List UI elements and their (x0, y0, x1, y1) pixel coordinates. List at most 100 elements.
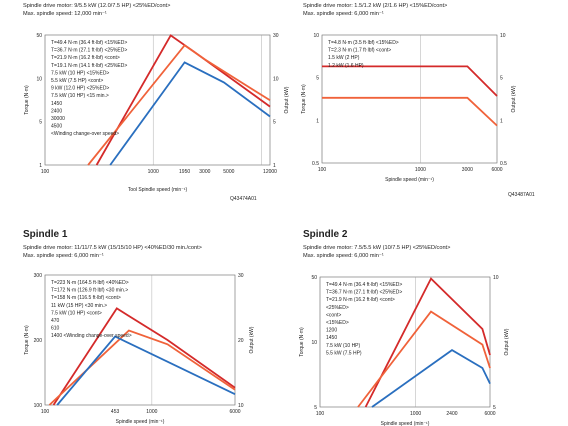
tool-annotation: T=49.4 N·m (36.4 ft·lbf) <15%ED> (51, 40, 127, 46)
tool-left-tick-label: 5 (39, 120, 42, 126)
tool-x-tick-label: 1000 (148, 169, 159, 175)
tool-motor-spec: Spindle drive motor: 9/5.5 kW (12.0/7.5 … (23, 3, 171, 9)
sp1-y-right-label: Output (kW) (249, 326, 255, 353)
tool-annotation: <Winding change-over speed> (51, 131, 119, 137)
sp2-annotation: 5.5 kW (7.5 HP) (326, 350, 362, 356)
sp1-left-tick-label: 200 (34, 338, 43, 344)
tool-x-tick-label: 1950 (179, 169, 190, 175)
mill-annotation: T=2.3 N·m (1.7 ft·lbf) <cont> (328, 48, 391, 54)
sp2-y-right-label: Output (kW) (504, 328, 510, 355)
sp2-annotation: 1200 (326, 328, 337, 334)
tool-max-speed: Max. spindle speed: 12,000 min⁻¹ (23, 11, 107, 17)
sp1-series-line (56, 335, 236, 406)
tool-series-line (87, 44, 271, 166)
spindle2-max-speed: Max. spindle speed: 6,000 min⁻¹ (303, 253, 384, 259)
sp1-annotation: T=158 N·m (116.5 ft·lbf) <cont> (51, 295, 121, 301)
tool-x-tick-label: 5000 (223, 169, 234, 175)
sp1-left-tick-label: 100 (34, 403, 43, 409)
tool-right-tick-label: 5 (273, 120, 276, 126)
sp2-annotation: T=36.7 N·m (27.1 ft·lbf) <25%ED> (326, 290, 402, 296)
sp2-annotation: 7.5 kW (10 HP) (326, 343, 361, 349)
mill-x-tick-label: 100 (318, 167, 327, 173)
mill-annotation: 1.2 kW (1.6 HP) (328, 63, 364, 69)
tool-annotation: 5.5 kW (7.5 HP) <cont> (51, 78, 103, 84)
mill-motor-spec: Spindle drive motor: 1.5/1.2 kW (2/1.6 H… (303, 3, 448, 9)
spindle1-title: Spindle 1 (23, 229, 68, 240)
sp2-x-tick-label: 2400 (446, 411, 457, 417)
mill-right-tick-label: 5 (500, 76, 503, 82)
spindle2-title: Spindle 2 (303, 229, 348, 240)
tool-annotation: 2400 (51, 108, 62, 114)
tool-annotation: 30000 (51, 116, 65, 122)
sp2-annotation: <25%ED> (326, 305, 349, 311)
sp1-series-line (52, 307, 236, 406)
sp2-annotation: T=21.9 N·m (16.2 ft·lbf) <cont> (326, 297, 395, 303)
tool-annotation: 4500 (51, 124, 62, 130)
sp2-right-tick-label: 10 (493, 275, 499, 281)
mill-right-tick-label: 0.5 (500, 161, 507, 167)
mill-annotation: 1.5 kW (2 HP) (328, 55, 360, 61)
tool-left-tick-label: 1 (39, 163, 42, 169)
sp2-series-line (364, 277, 491, 408)
tool-right-tick-label: 10 (273, 76, 279, 82)
mill-left-tick-label: 5 (316, 76, 319, 82)
sp1-x-tick-label: 6000 (229, 409, 240, 415)
sp1-x-tick-label: 453 (111, 409, 120, 415)
sp2-left-tick-label: 50 (311, 275, 317, 281)
tool-series-line (109, 61, 271, 166)
mill-series-line (322, 65, 498, 97)
tool-y-left-label: Torque (N·m) (24, 85, 30, 115)
tool-left-tick-label: 50 (36, 33, 42, 39)
tool-x-axis-label: Tool Spindle speed (min⁻¹) (128, 187, 188, 193)
tool-annotation: 1450 (51, 101, 62, 107)
spindle2-motor-spec: Spindle drive motor: 7.5/5.5 kW (10/7.5 … (303, 245, 451, 251)
sp2-annotation: 1450 (326, 335, 337, 341)
sp1-annotation: 610 (51, 326, 60, 332)
sp1-right-tick-label: 10 (238, 403, 244, 409)
sp1-left-tick-label: 300 (34, 273, 43, 279)
mill-x-axis-label: Spindle speed (min⁻¹) (385, 177, 434, 183)
sp2-y-left-label: Torque (N·m) (299, 327, 305, 357)
mill-annotation: T=4.8 N·m (3.5 ft·lbf) <15%ED> (328, 40, 399, 46)
mill-right-tick-label: 10 (500, 33, 506, 39)
tool-annotation: 7.5 kW (10 HP) <15%ED> (51, 70, 109, 76)
sp1-annotation: T=172 N·m (126.9 ft·lbf) <30 min.> (51, 288, 128, 294)
sp1-y-left-label: Torque (N·m) (24, 325, 30, 355)
sp2-left-tick-label: 10 (311, 340, 317, 346)
mill-x-tick-label: 6000 (491, 167, 502, 173)
mill-plot-frame (321, 34, 498, 164)
sp1-annotation: 1400 <Winding change-over speed> (51, 333, 132, 339)
sp1-x-axis-label: Spindle speed (min⁻¹) (116, 419, 165, 425)
sp2-annotation: <15%ED> (326, 320, 349, 326)
sp1-right-tick-label: 30 (238, 273, 244, 279)
tool-left-tick-label: 10 (36, 76, 42, 82)
sp1-annotation: T=223 N·m (164.5 ft·lbf) <40%ED> (51, 280, 129, 286)
sp2-x-tick-label: 100 (316, 411, 325, 417)
tool-right-tick-label: 30 (273, 33, 279, 39)
mill-x-tick-label: 1000 (415, 167, 426, 173)
sp2-x-tick-label: 1000 (410, 411, 421, 417)
tool-series-line (95, 34, 271, 166)
mill-y-left-label: Torque (N·m) (301, 84, 307, 114)
spindle1-motor-spec: Spindle drive motor: 11/11/7.5 kW (15/15… (23, 245, 202, 251)
tool-annotation: T=19.1 N·m (14.1 ft·lbf) <25%ED> (51, 63, 127, 69)
sp2-x-axis-label: Spindle speed (min⁻¹) (381, 421, 430, 426)
sp2-right-tick-label: 5 (493, 405, 496, 411)
tool-x-tick-label: 12000 (263, 169, 277, 175)
mill-right-tick-label: 1 (500, 118, 503, 124)
tool-y-right-label: Output (kW) (284, 86, 290, 113)
sp1-right-tick-label: 20 (238, 338, 244, 344)
tool-annotation: T=36.7 N·m (27.1 ft·lbf) <25%ED> (51, 48, 127, 54)
sp2-annotation: T=49.4 N·m (36.4 ft·lbf) <15%ED> (326, 282, 402, 288)
sp2-series-line (357, 310, 491, 408)
mill-left-tick-label: 0.5 (312, 161, 319, 167)
sp1-annotation: 11 kW (15 HP) <30 min.> (51, 303, 107, 309)
mill-series-line (322, 96, 498, 127)
sp1-annotation: 470 (51, 318, 60, 324)
tool-annotation: T=21.9 N·m (16.2 ft·lbf) <cont> (51, 55, 120, 61)
mill-left-tick-label: 1 (316, 118, 319, 124)
sp1-x-tick-label: 1000 (146, 409, 157, 415)
mill-x-tick-label: 3000 (462, 167, 473, 173)
tool-x-tick-label: 100 (41, 169, 50, 175)
